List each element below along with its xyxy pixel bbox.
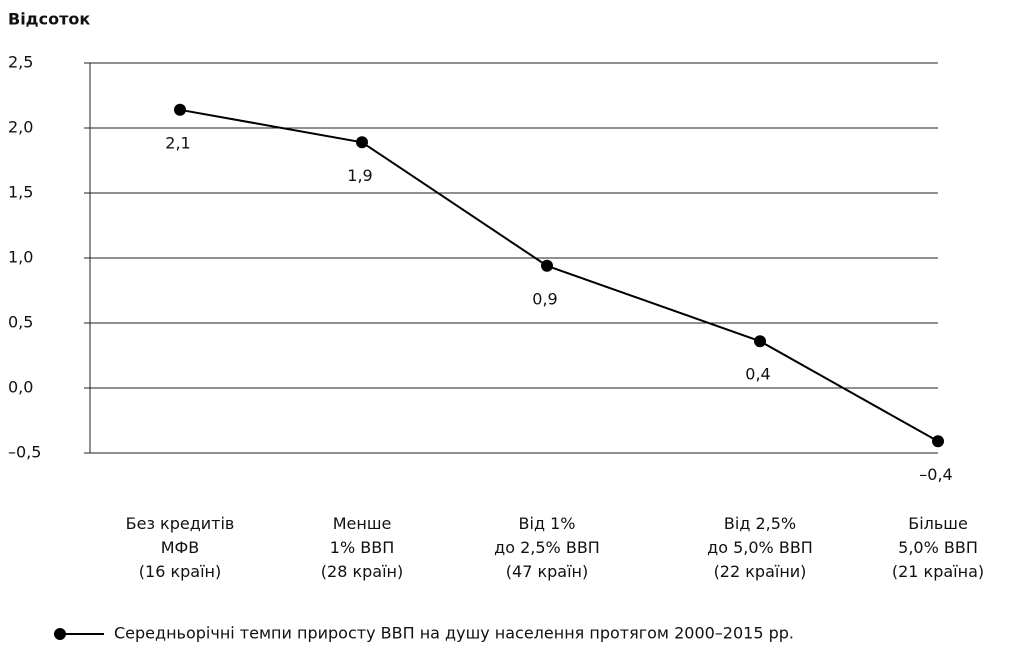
x-tick-label: Більше 5,0% ВВП (21 країна) <box>892 514 984 581</box>
x-tick-line: 5,0% ВВП <box>898 538 978 557</box>
y-axis-label: Відсоток <box>8 10 90 29</box>
y-tick-label: 1,5 <box>8 183 33 202</box>
legend-label: Середньорічні темпи приросту ВВП на душу… <box>114 624 794 643</box>
data-line <box>179 108 939 443</box>
x-tick-line: (22 країни) <box>714 562 807 581</box>
x-tick-line: Без кредитів <box>126 514 235 533</box>
x-tick-line: (47 країн) <box>506 562 588 581</box>
data-point <box>932 435 944 448</box>
x-tick-line: Від 1% <box>519 514 576 533</box>
data-label: 1,9 <box>347 166 372 185</box>
legend-marker <box>54 628 66 640</box>
y-tick-label: –0,5 <box>8 443 41 462</box>
data-label: 2,1 <box>165 133 190 152</box>
x-tick-line: Менше <box>333 514 392 533</box>
data-point <box>541 259 553 272</box>
data-label: –0,4 <box>919 465 952 484</box>
x-tick-line: (21 країна) <box>892 562 984 581</box>
data-point <box>356 136 368 149</box>
x-tick-line: до 5,0% ВВП <box>707 538 813 557</box>
x-tick-line: 1% ВВП <box>330 538 394 557</box>
y-tick-label: 2,0 <box>8 118 33 137</box>
x-tick-line: Більше <box>908 514 968 533</box>
x-tick-label: Від 2,5% до 5,0% ВВП (22 країни) <box>707 514 813 581</box>
x-tick-label: Від 1% до 2,5% ВВП (47 країн) <box>494 514 600 581</box>
y-tick-label: 2,5 <box>8 53 33 72</box>
x-tick-line: до 2,5% ВВП <box>494 538 600 557</box>
x-tick-label: Менше 1% ВВП (28 країн) <box>321 514 403 581</box>
x-tick-line: Від 2,5% <box>724 514 796 533</box>
x-tick-label: Без кредитів МФВ (16 країн) <box>126 514 235 581</box>
y-tick-label: 0,5 <box>8 313 33 332</box>
x-tick-line: (16 країн) <box>139 562 221 581</box>
y-tick-label: 0,0 <box>8 378 33 397</box>
y-tick-label: 1,0 <box>8 248 33 267</box>
x-tick-line: (28 країн) <box>321 562 403 581</box>
data-point <box>754 335 766 348</box>
x-tick-line: МФВ <box>161 538 200 557</box>
data-label: 0,4 <box>745 365 770 384</box>
data-point <box>174 103 186 116</box>
data-label: 0,9 <box>532 289 557 308</box>
